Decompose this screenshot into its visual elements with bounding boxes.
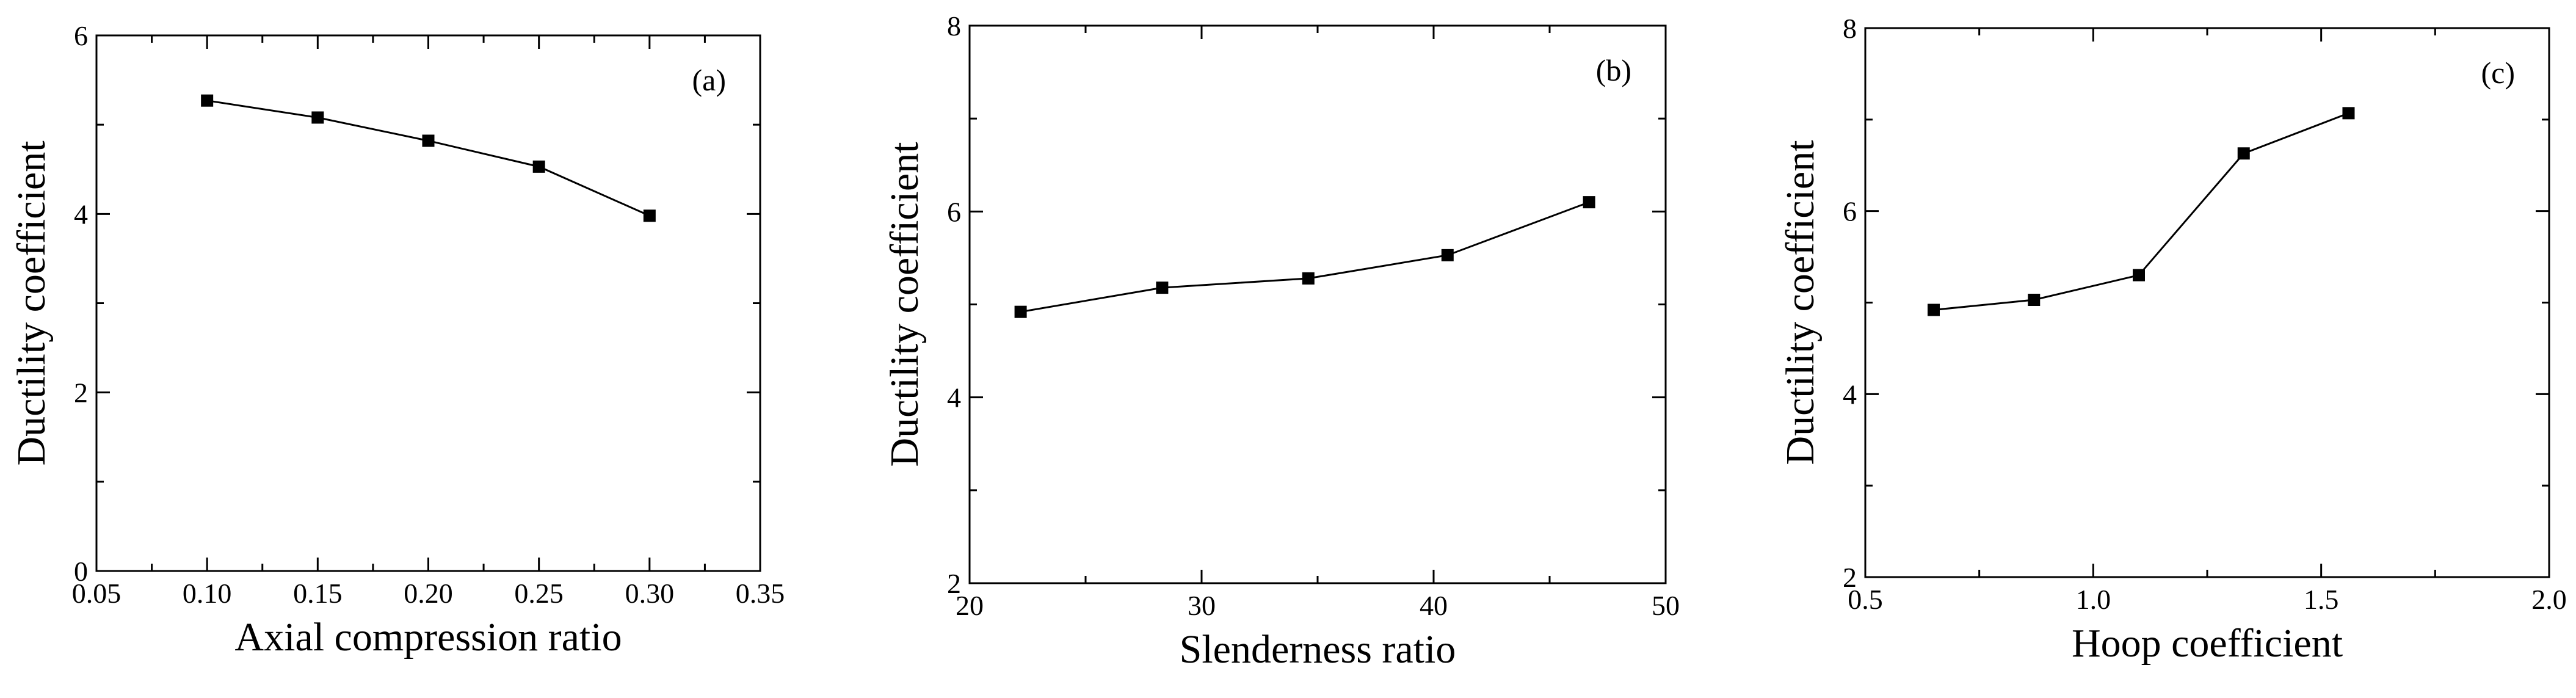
panel-label: (c) — [2481, 56, 2516, 90]
plot-frame — [95, 34, 761, 572]
data-point — [311, 111, 324, 124]
data-point — [2342, 107, 2355, 120]
plot-frame — [1864, 27, 2550, 578]
data-point — [1156, 282, 1169, 294]
data-point — [1014, 305, 1027, 318]
plot-frame — [968, 24, 1667, 584]
y-tick-label: 4 — [74, 198, 88, 230]
chart-panel-3: 0.5 1.0 1.5 2.0 2 4 6 8 Hoop coefficient Ductilit… — [1778, 13, 2567, 666]
y-axis-title: Ductility coefficient — [882, 142, 927, 467]
x-axis-title: Slenderness ratio — [1180, 627, 1456, 672]
x-tick-label: 40 — [1420, 590, 1448, 621]
data-point — [1302, 272, 1315, 285]
y-tick-label: 4 — [1843, 379, 1857, 410]
data-point — [201, 94, 214, 107]
x-tick-label: 2.0 — [2531, 584, 2567, 615]
y-tick-label: 6 — [1843, 196, 1857, 227]
x-tick-label: 0.30 — [625, 578, 675, 609]
data-point — [1583, 196, 1595, 209]
chart-panel-1: 0.05 0.10 0.15 0.20 0.25 0.30 0.35 0 2 4 6 Axial co… — [9, 20, 785, 660]
y-tick-label: 0 — [74, 556, 88, 587]
y-axis-title: Ductility coefficient — [1778, 140, 1823, 465]
data-point — [2028, 294, 2041, 307]
x-tick-label: 0.35 — [736, 578, 785, 609]
x-tick-label: 0.25 — [514, 578, 564, 609]
data-point — [2237, 147, 2250, 160]
x-axis-title: Hoop coefficient — [2072, 621, 2343, 666]
y-tick-label: 2 — [947, 568, 961, 599]
x-tick-label: 0.5 — [1848, 584, 1883, 615]
y-tick-label: 6 — [74, 20, 88, 51]
x-tick-label: 0.10 — [183, 578, 232, 609]
x-tick-label: 0.15 — [293, 578, 343, 609]
y-tick-label: 2 — [1843, 562, 1857, 593]
y-tick-label: 2 — [74, 377, 88, 409]
x-tick-label: 1.0 — [2076, 584, 2111, 615]
y-tick-label: 4 — [947, 382, 961, 413]
data-point — [643, 209, 656, 222]
y-tick-label: 6 — [947, 196, 961, 227]
x-tick-label: 0.05 — [72, 578, 122, 609]
data-point — [1928, 304, 1940, 316]
x-tick-label: 30 — [1188, 590, 1216, 621]
x-tick-label: 50 — [1652, 590, 1680, 621]
x-tick-label: 0.20 — [404, 578, 453, 609]
data-point — [532, 160, 545, 173]
y-tick-label: 8 — [947, 10, 961, 42]
panel-label: (b) — [1596, 53, 1631, 87]
data-point — [1441, 249, 1454, 261]
chart-panel-2: 20 30 40 50 2 4 6 8 Slenderness ratio Ductility c… — [882, 10, 1680, 672]
series-line — [1020, 201, 1590, 313]
y-axis-title: Ductility coefficient — [9, 140, 54, 465]
x-tick-label: 1.5 — [2304, 584, 2339, 615]
data-point — [422, 134, 435, 147]
y-tick-label: 8 — [1843, 13, 1857, 44]
x-axis-title: Axial compression ratio — [234, 615, 622, 660]
panel-label: (a) — [692, 63, 727, 97]
data-point — [2133, 269, 2145, 282]
series-line — [206, 100, 650, 217]
x-tick-label: 20 — [956, 590, 984, 621]
